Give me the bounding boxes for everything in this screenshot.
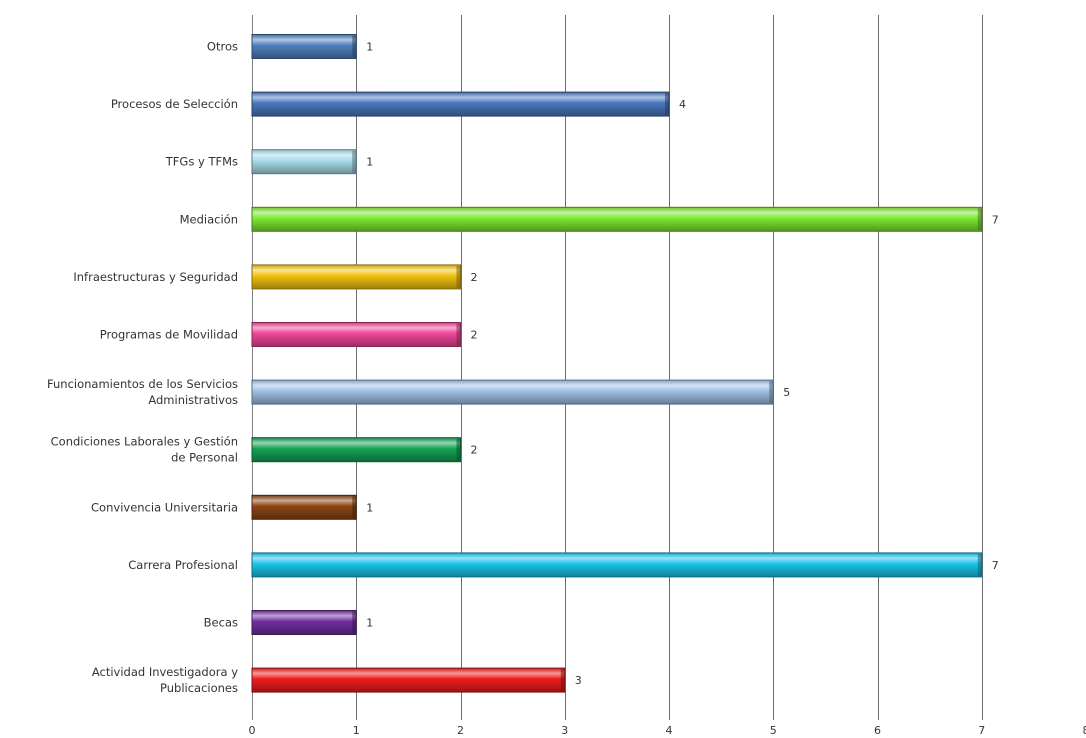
data-label-10: 1: [366, 617, 373, 630]
bar-end-cap-5: [456, 323, 461, 346]
bar-1: [251, 91, 670, 117]
bar-end-cap-11: [560, 669, 565, 692]
x-tick-label-8: 8: [1083, 724, 1086, 737]
bar-end-cap-8: [352, 496, 357, 519]
category-label-11-line-0: Actividad Investigadora y: [92, 665, 238, 679]
bar-end-cap-4: [456, 265, 461, 288]
data-label-8: 1: [366, 501, 373, 514]
category-label-0: Otros: [207, 40, 238, 54]
category-label-5: Programas de Movilidad: [100, 328, 238, 342]
bar-end-cap-7: [456, 438, 461, 461]
data-label-7: 2: [471, 444, 478, 457]
category-label-9: Carrera Profesional: [128, 558, 238, 572]
category-labels: Otros Procesos de Selección TFGs y TFMs Med…: [47, 40, 238, 696]
x-tick-label-1: 1: [353, 724, 360, 737]
x-tick-label-0: 0: [249, 724, 256, 737]
bar-4: [251, 264, 461, 290]
data-label-4: 2: [471, 271, 478, 284]
bar-9: [251, 552, 983, 578]
category-label-1: Procesos de Selección: [111, 97, 238, 111]
bars: [251, 34, 983, 693]
bar-7: [251, 437, 461, 463]
bar-end-cap-9: [977, 553, 982, 576]
data-label-1: 4: [679, 98, 686, 111]
x-tick-label-5: 5: [770, 724, 777, 737]
bar-end-cap-3: [977, 208, 982, 231]
data-label-2: 1: [366, 156, 373, 169]
gridlines: [252, 15, 983, 720]
bar-end-cap-0: [352, 35, 357, 58]
category-label-8: Convivencia Universitaria: [91, 500, 238, 514]
data-label-0: 1: [366, 41, 373, 54]
bar-end-cap-2: [352, 150, 357, 173]
x-axis-tick-labels: 0 1 2 3 4 5 6 7 8: [249, 724, 1086, 737]
category-label-4: Infraestructuras y Seguridad: [73, 270, 238, 284]
x-tick-label-4: 4: [666, 724, 673, 737]
bar-10: [251, 610, 357, 635]
category-label-10: Becas: [204, 616, 238, 630]
data-label-5: 2: [471, 329, 478, 342]
bar-8: [251, 494, 357, 520]
category-label-6-line-1: Administrativos: [148, 393, 238, 407]
bar-11: [251, 667, 566, 693]
bar-end-cap-10: [352, 611, 357, 634]
bar-end-cap-6: [769, 381, 774, 404]
x-tick-label-3: 3: [561, 724, 568, 737]
category-label-6-line-0: Funcionamientos de los Servicios: [47, 377, 238, 391]
bar-3: [251, 206, 983, 232]
bar-6: [251, 379, 774, 405]
category-label-3: Mediación: [180, 212, 238, 226]
bar-end-cap-1: [665, 93, 669, 116]
x-tick-label-6: 6: [874, 724, 881, 737]
bar-0: [251, 34, 357, 59]
category-label-7-line-0: Condiciones Laborales y Gestión: [51, 435, 238, 449]
category-label-11-line-1: Publicaciones: [160, 681, 238, 695]
x-tick-label-2: 2: [457, 724, 464, 737]
data-label-11: 3: [575, 674, 582, 687]
bar-2: [251, 149, 357, 175]
data-label-6: 5: [783, 386, 790, 399]
data-label-9: 7: [992, 559, 999, 572]
bar-5: [251, 322, 461, 347]
data-label-3: 7: [992, 213, 999, 226]
category-label-2: TFGs y TFMs: [165, 155, 238, 169]
category-label-7-line-1: de Personal: [171, 451, 238, 465]
x-tick-label-7: 7: [978, 724, 985, 737]
